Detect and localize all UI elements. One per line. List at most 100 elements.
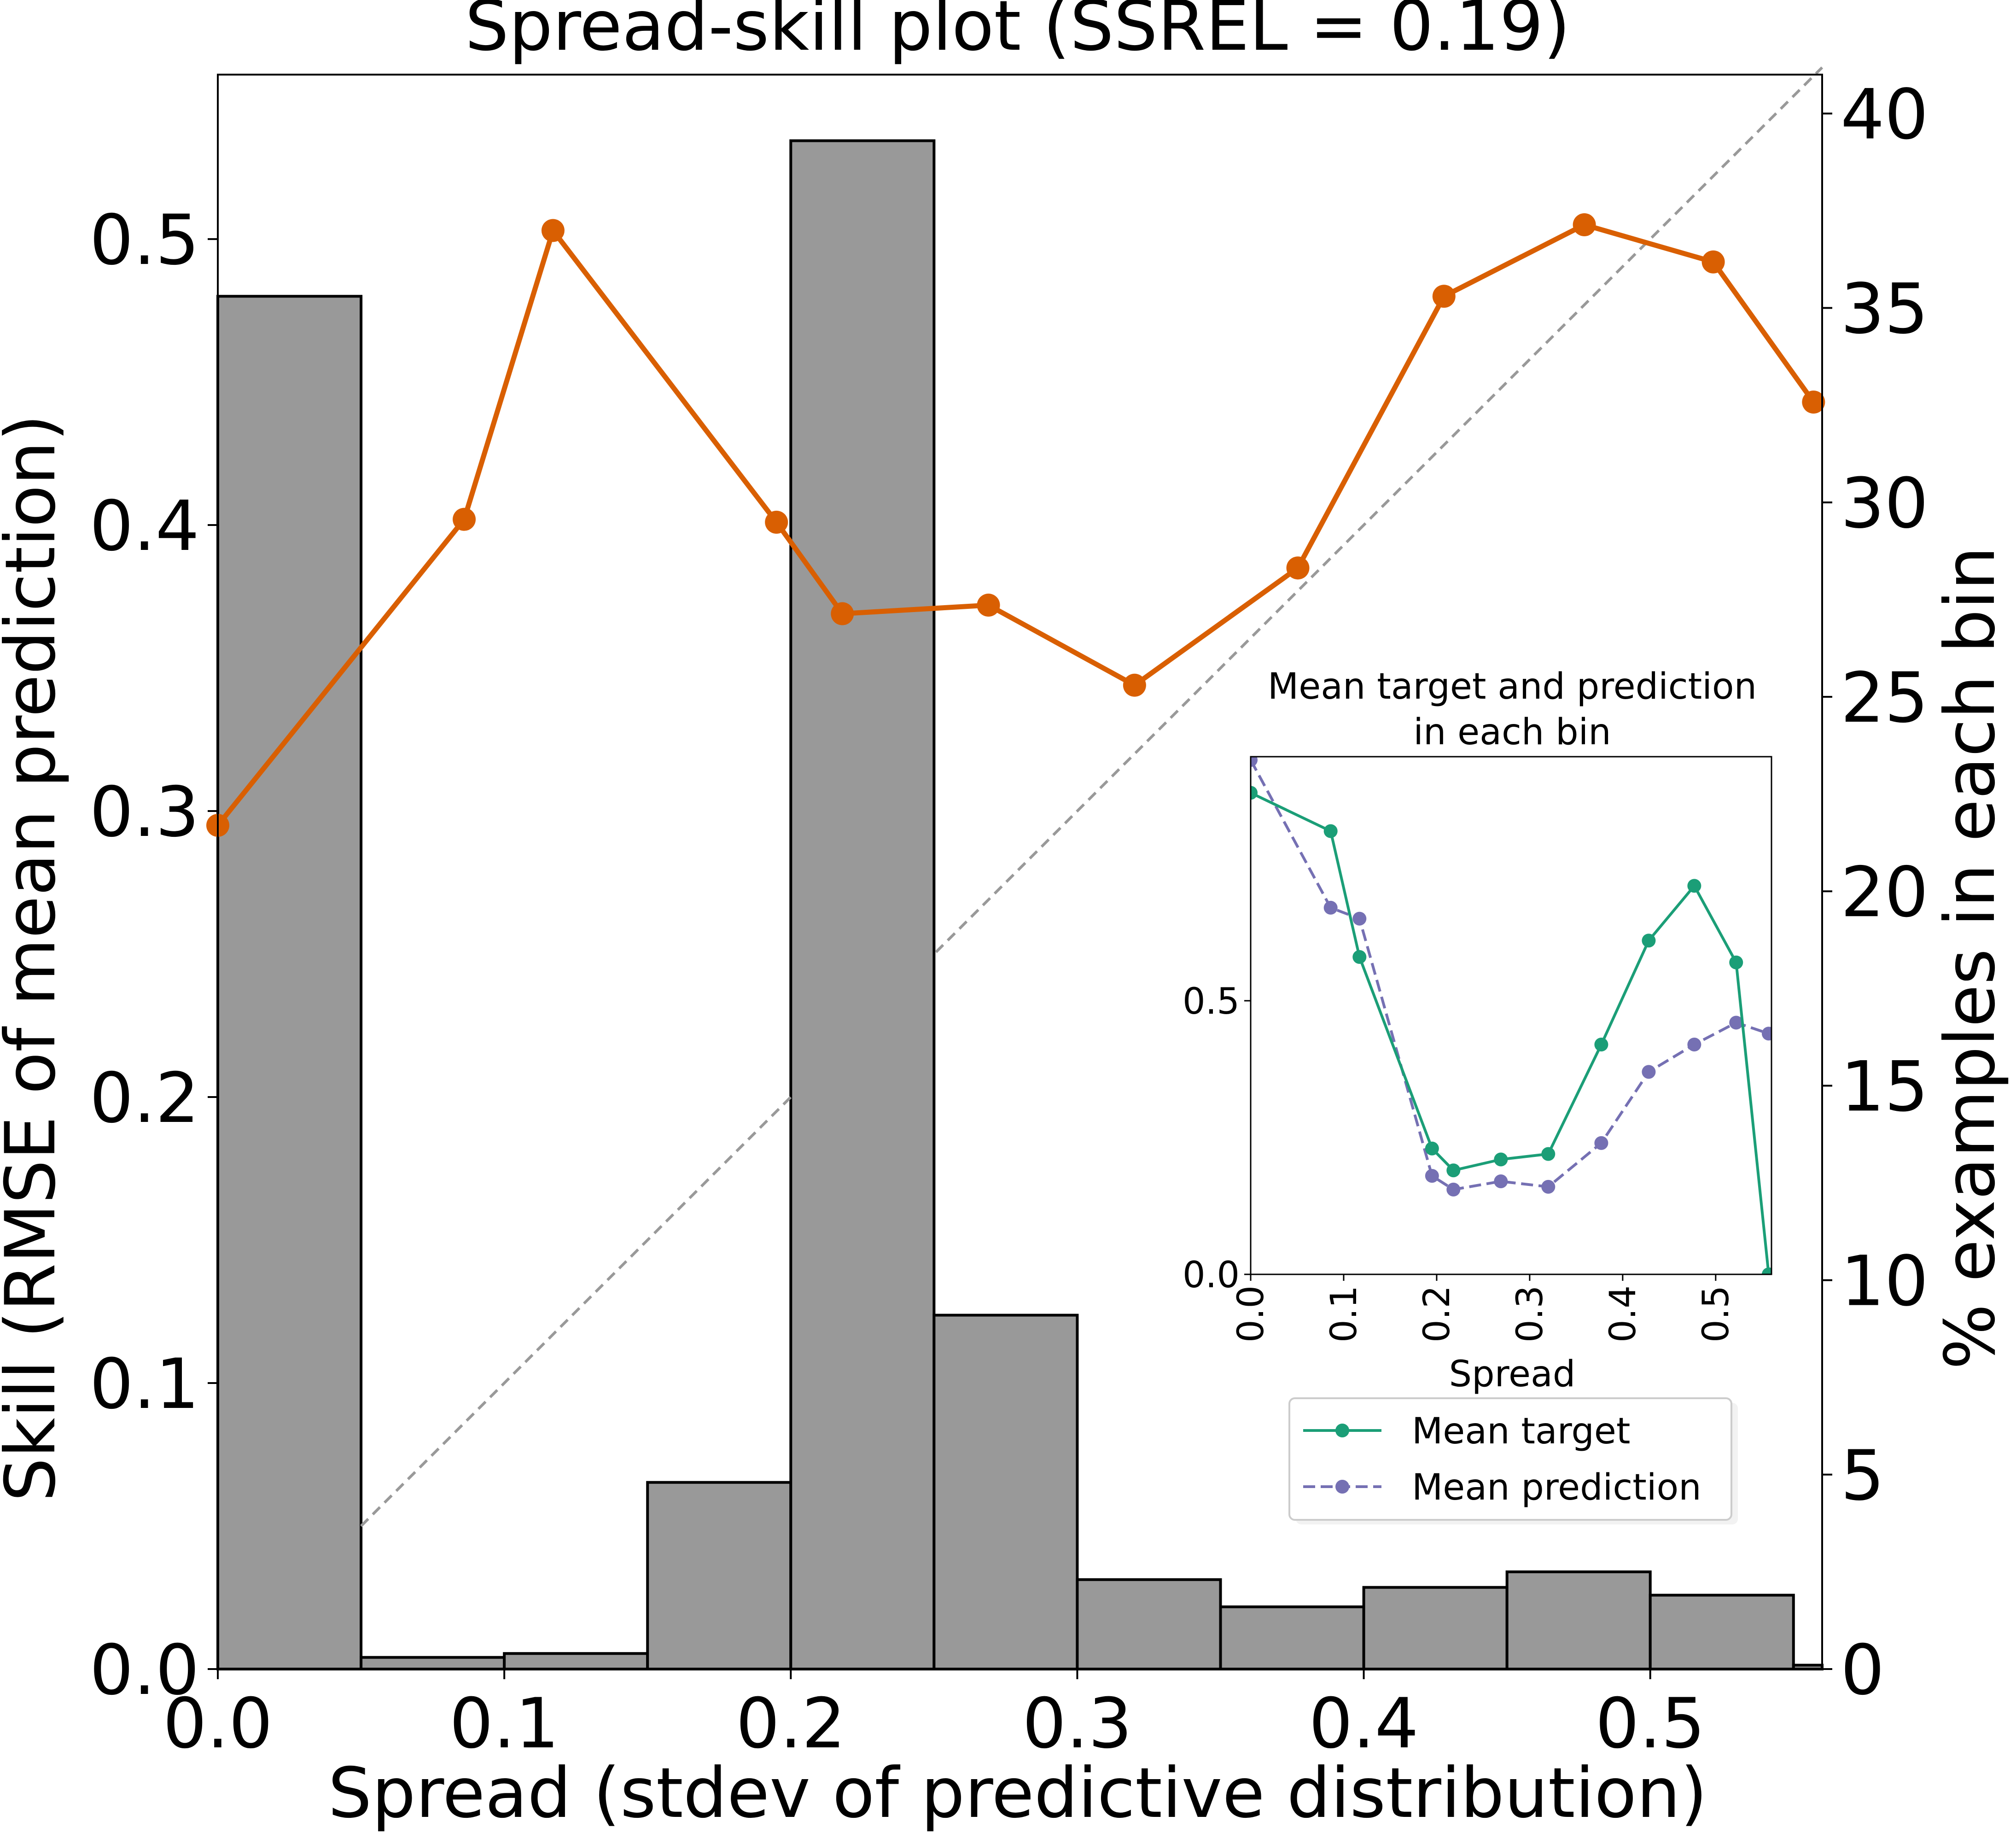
inset-frame xyxy=(1250,756,1772,1275)
legend-marker xyxy=(1335,1480,1349,1494)
skill-line-layer xyxy=(206,213,1825,837)
x-tick-label: 0.0 xyxy=(163,1684,273,1764)
skill-point xyxy=(977,593,1000,617)
inset-x-tick-label: 0.0 xyxy=(1230,1285,1272,1343)
y2-axis-ticks: 0 5 10 15 20 25 30 35 40 xyxy=(1822,75,1929,1711)
inset-title-line-2: in each bin xyxy=(1413,712,1611,753)
histogram-bar xyxy=(646,1481,792,1670)
skill-point xyxy=(1432,285,1456,308)
skill-point xyxy=(1573,213,1596,237)
histogram-bar xyxy=(789,139,936,1670)
inset-x-tick-label: 0.1 xyxy=(1323,1285,1365,1343)
y2-tick-label: 5 xyxy=(1841,1436,1884,1516)
mean-target-point xyxy=(1729,955,1743,969)
skill-point xyxy=(541,219,565,242)
inset-series-layer xyxy=(1251,757,1771,1274)
inset-x-tick-label: 0.4 xyxy=(1602,1285,1644,1343)
mean-target-point xyxy=(1352,950,1367,964)
inset-x-tick-label: 0.5 xyxy=(1696,1285,1737,1343)
mean-target-point xyxy=(1594,1037,1608,1051)
y-tick-label: 0.5 xyxy=(89,200,199,280)
histogram-bar xyxy=(360,1656,506,1670)
inset-x-tick-label: 0.2 xyxy=(1416,1285,1458,1343)
histogram-bar xyxy=(1362,1586,1509,1670)
mean-target-point xyxy=(1541,1147,1556,1161)
inset-x-axis-ticks: 0.0 0.1 0.2 0.3 0.4 0.5 xyxy=(1230,1274,1737,1343)
y2-tick-label: 35 xyxy=(1841,269,1929,350)
y2-tick-label: 10 xyxy=(1841,1242,1929,1322)
inset-background xyxy=(1251,757,1771,1274)
mean-target-point xyxy=(1323,824,1338,838)
histogram-bar xyxy=(216,295,363,1670)
legend-entries: Mean target Mean prediction xyxy=(1303,1411,1701,1508)
histogram-bar xyxy=(1649,1594,1795,1671)
y-axis-label: Skill (RMSE of mean prediction) xyxy=(0,414,71,1501)
mean-target-point xyxy=(1425,1141,1439,1156)
skill-point xyxy=(1286,556,1310,580)
y-tick-label: 0.3 xyxy=(89,772,199,852)
legend-label: Mean prediction xyxy=(1412,1467,1701,1508)
mean-prediction-point xyxy=(1251,757,1258,767)
skill-point xyxy=(453,508,476,531)
x-tick-label: 0.3 xyxy=(1022,1684,1132,1764)
inset-y-tick-label: 0.5 xyxy=(1183,981,1240,1022)
skill-point xyxy=(1123,673,1146,697)
inset-x-tick-label: 0.3 xyxy=(1509,1285,1551,1343)
inset-x-axis-label: Spread xyxy=(1449,1354,1576,1395)
reference-line-layer xyxy=(360,66,1824,1527)
y2-tick-label: 0 xyxy=(1841,1630,1884,1711)
skill-point xyxy=(831,602,854,625)
x-tick-label: 0.2 xyxy=(736,1684,846,1764)
mean-prediction-point xyxy=(1323,900,1338,915)
histogram-bar xyxy=(932,1314,1079,1671)
mean-target-point xyxy=(1251,786,1258,800)
inset-title-line-1: Mean target and prediction xyxy=(1268,666,1757,707)
mean-target-point xyxy=(1761,1267,1771,1274)
legend-box xyxy=(1288,1397,1732,1521)
histogram-bar xyxy=(503,1652,649,1670)
y-tick-label: 0.1 xyxy=(89,1344,199,1424)
chart-title: Spread-skill plot (SSREL = 0.19) xyxy=(465,0,1570,66)
mean-prediction-point xyxy=(1761,1027,1771,1041)
legend-label: Mean target xyxy=(1412,1411,1630,1452)
y-tick-label: 0.4 xyxy=(89,486,199,566)
x-tick-label: 0.5 xyxy=(1595,1684,1705,1764)
mean-target-line xyxy=(1251,791,1770,1274)
y-tick-label: 0.0 xyxy=(89,1630,199,1711)
mean-prediction-point xyxy=(1642,1065,1656,1079)
mean-prediction-point xyxy=(1352,911,1367,926)
skill-point xyxy=(1701,250,1725,274)
skill-point xyxy=(765,510,788,534)
y2-tick-label: 40 xyxy=(1841,75,1929,155)
y2-tick-label: 25 xyxy=(1841,658,1929,738)
x-axis-ticks: 0.0 0.1 0.2 0.3 0.4 0.5 xyxy=(163,1669,1705,1764)
mean-target-point xyxy=(1642,934,1656,948)
inset-y-axis-ticks: 0.0 0.5 xyxy=(1183,981,1251,1296)
mean-target-point xyxy=(1687,879,1701,893)
mean-target-point xyxy=(1494,1152,1508,1167)
mean-prediction-point xyxy=(1729,1016,1743,1030)
inset-y-tick-label: 0.0 xyxy=(1183,1255,1240,1296)
y2-tick-label: 15 xyxy=(1841,1047,1929,1127)
mean-prediction-point xyxy=(1425,1169,1439,1183)
histogram-bar xyxy=(1505,1570,1652,1670)
y2-tick-label: 20 xyxy=(1841,852,1929,933)
y-axis-ticks: 0.0 0.1 0.2 0.3 0.4 0.5 xyxy=(89,200,218,1711)
mean-prediction-point xyxy=(1687,1037,1701,1051)
skill-point xyxy=(1802,391,1825,414)
mean-prediction-point xyxy=(1446,1182,1461,1197)
mean-target-point xyxy=(1446,1163,1461,1178)
histogram-bar xyxy=(1219,1605,1365,1670)
reference-line xyxy=(360,66,1824,1527)
histogram-bars xyxy=(216,139,1824,1671)
skill-line xyxy=(216,222,1816,827)
mean-prediction-point xyxy=(1541,1179,1556,1194)
plot-frame xyxy=(217,74,1823,1670)
x-axis-label: Spread (stdev of predictive distribution… xyxy=(328,1753,1707,1833)
y2-axis-label: % examples in each bin xyxy=(1930,546,2010,1369)
inset-legend: Mean target Mean prediction xyxy=(1288,1397,1738,1524)
y-tick-label: 0.2 xyxy=(89,1058,199,1138)
histogram-bar xyxy=(1076,1578,1222,1671)
y2-tick-label: 30 xyxy=(1841,464,1929,544)
